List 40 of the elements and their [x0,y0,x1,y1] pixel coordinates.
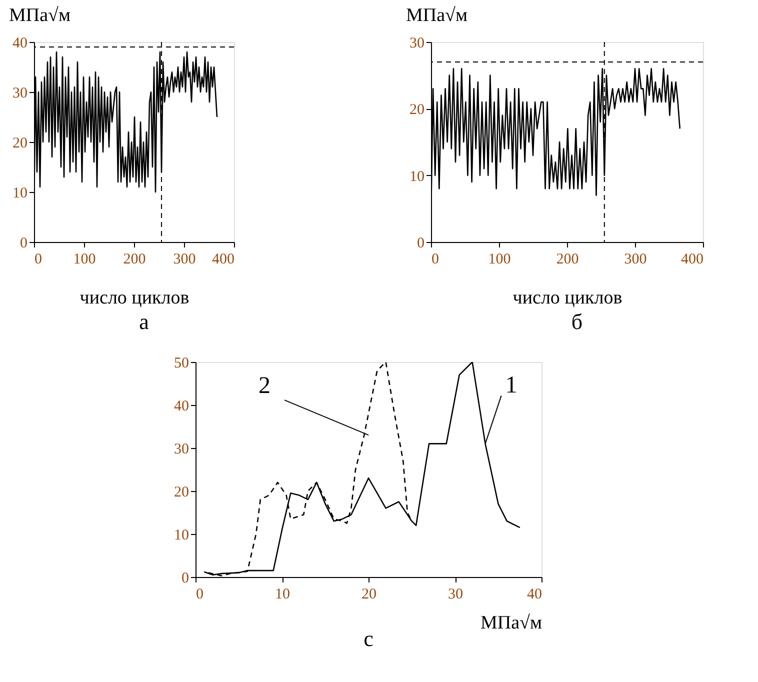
x-tick-label: 10 [275,586,290,602]
x-tick-label: 0 [196,586,204,602]
annotation: 1 [505,372,518,399]
y-tick-label: 30 [410,36,424,52]
x-tick-label: 100 [73,252,96,268]
annotation: 2 [258,373,270,400]
x-tick-label: 0 [432,252,439,268]
x-tick-label: 200 [123,252,146,268]
y-tick-label: 20 [174,484,189,500]
y-tick-label: 50 [174,356,189,372]
x-tick-label: 100 [488,252,511,268]
y-tick-label: 40 [12,36,28,52]
x-tick-label: 30 [448,586,463,602]
y-tick-label: 0 [20,236,28,252]
y-tick-label: 40 [174,398,189,414]
y-tick-label: 20 [12,136,28,152]
x-tick-label: 400 [212,252,234,268]
text: б [571,309,583,334]
y-axis-title: МПа√м [9,5,70,26]
x-tick-label: 300 [624,252,647,268]
x-tick-label: 200 [556,252,579,268]
y-tick-label: 10 [12,186,28,202]
x-axis-title: число циклов [80,288,190,308]
text: с [364,626,374,651]
y-axis-title: МПа√м [406,5,468,26]
x-tick-label: 20 [362,586,376,602]
x-axis-title: МПа√м [480,612,542,634]
text: а [139,309,150,334]
y-tick-label: 30 [174,442,189,458]
x-tick-label: 0 [34,252,42,268]
y-tick-label: 20 [410,102,424,118]
x-tick-label: 300 [173,252,196,268]
y-tick-label: 10 [174,528,189,544]
x-tick-label: 400 [681,252,704,268]
x-tick-label: 40 [527,586,542,602]
y-tick-label: 10 [410,168,424,185]
x-axis-title: число циклов [512,288,622,308]
y-tick-label: 0 [417,236,424,252]
y-tick-label: 30 [12,86,28,102]
y-tick-label: 0 [182,570,189,586]
